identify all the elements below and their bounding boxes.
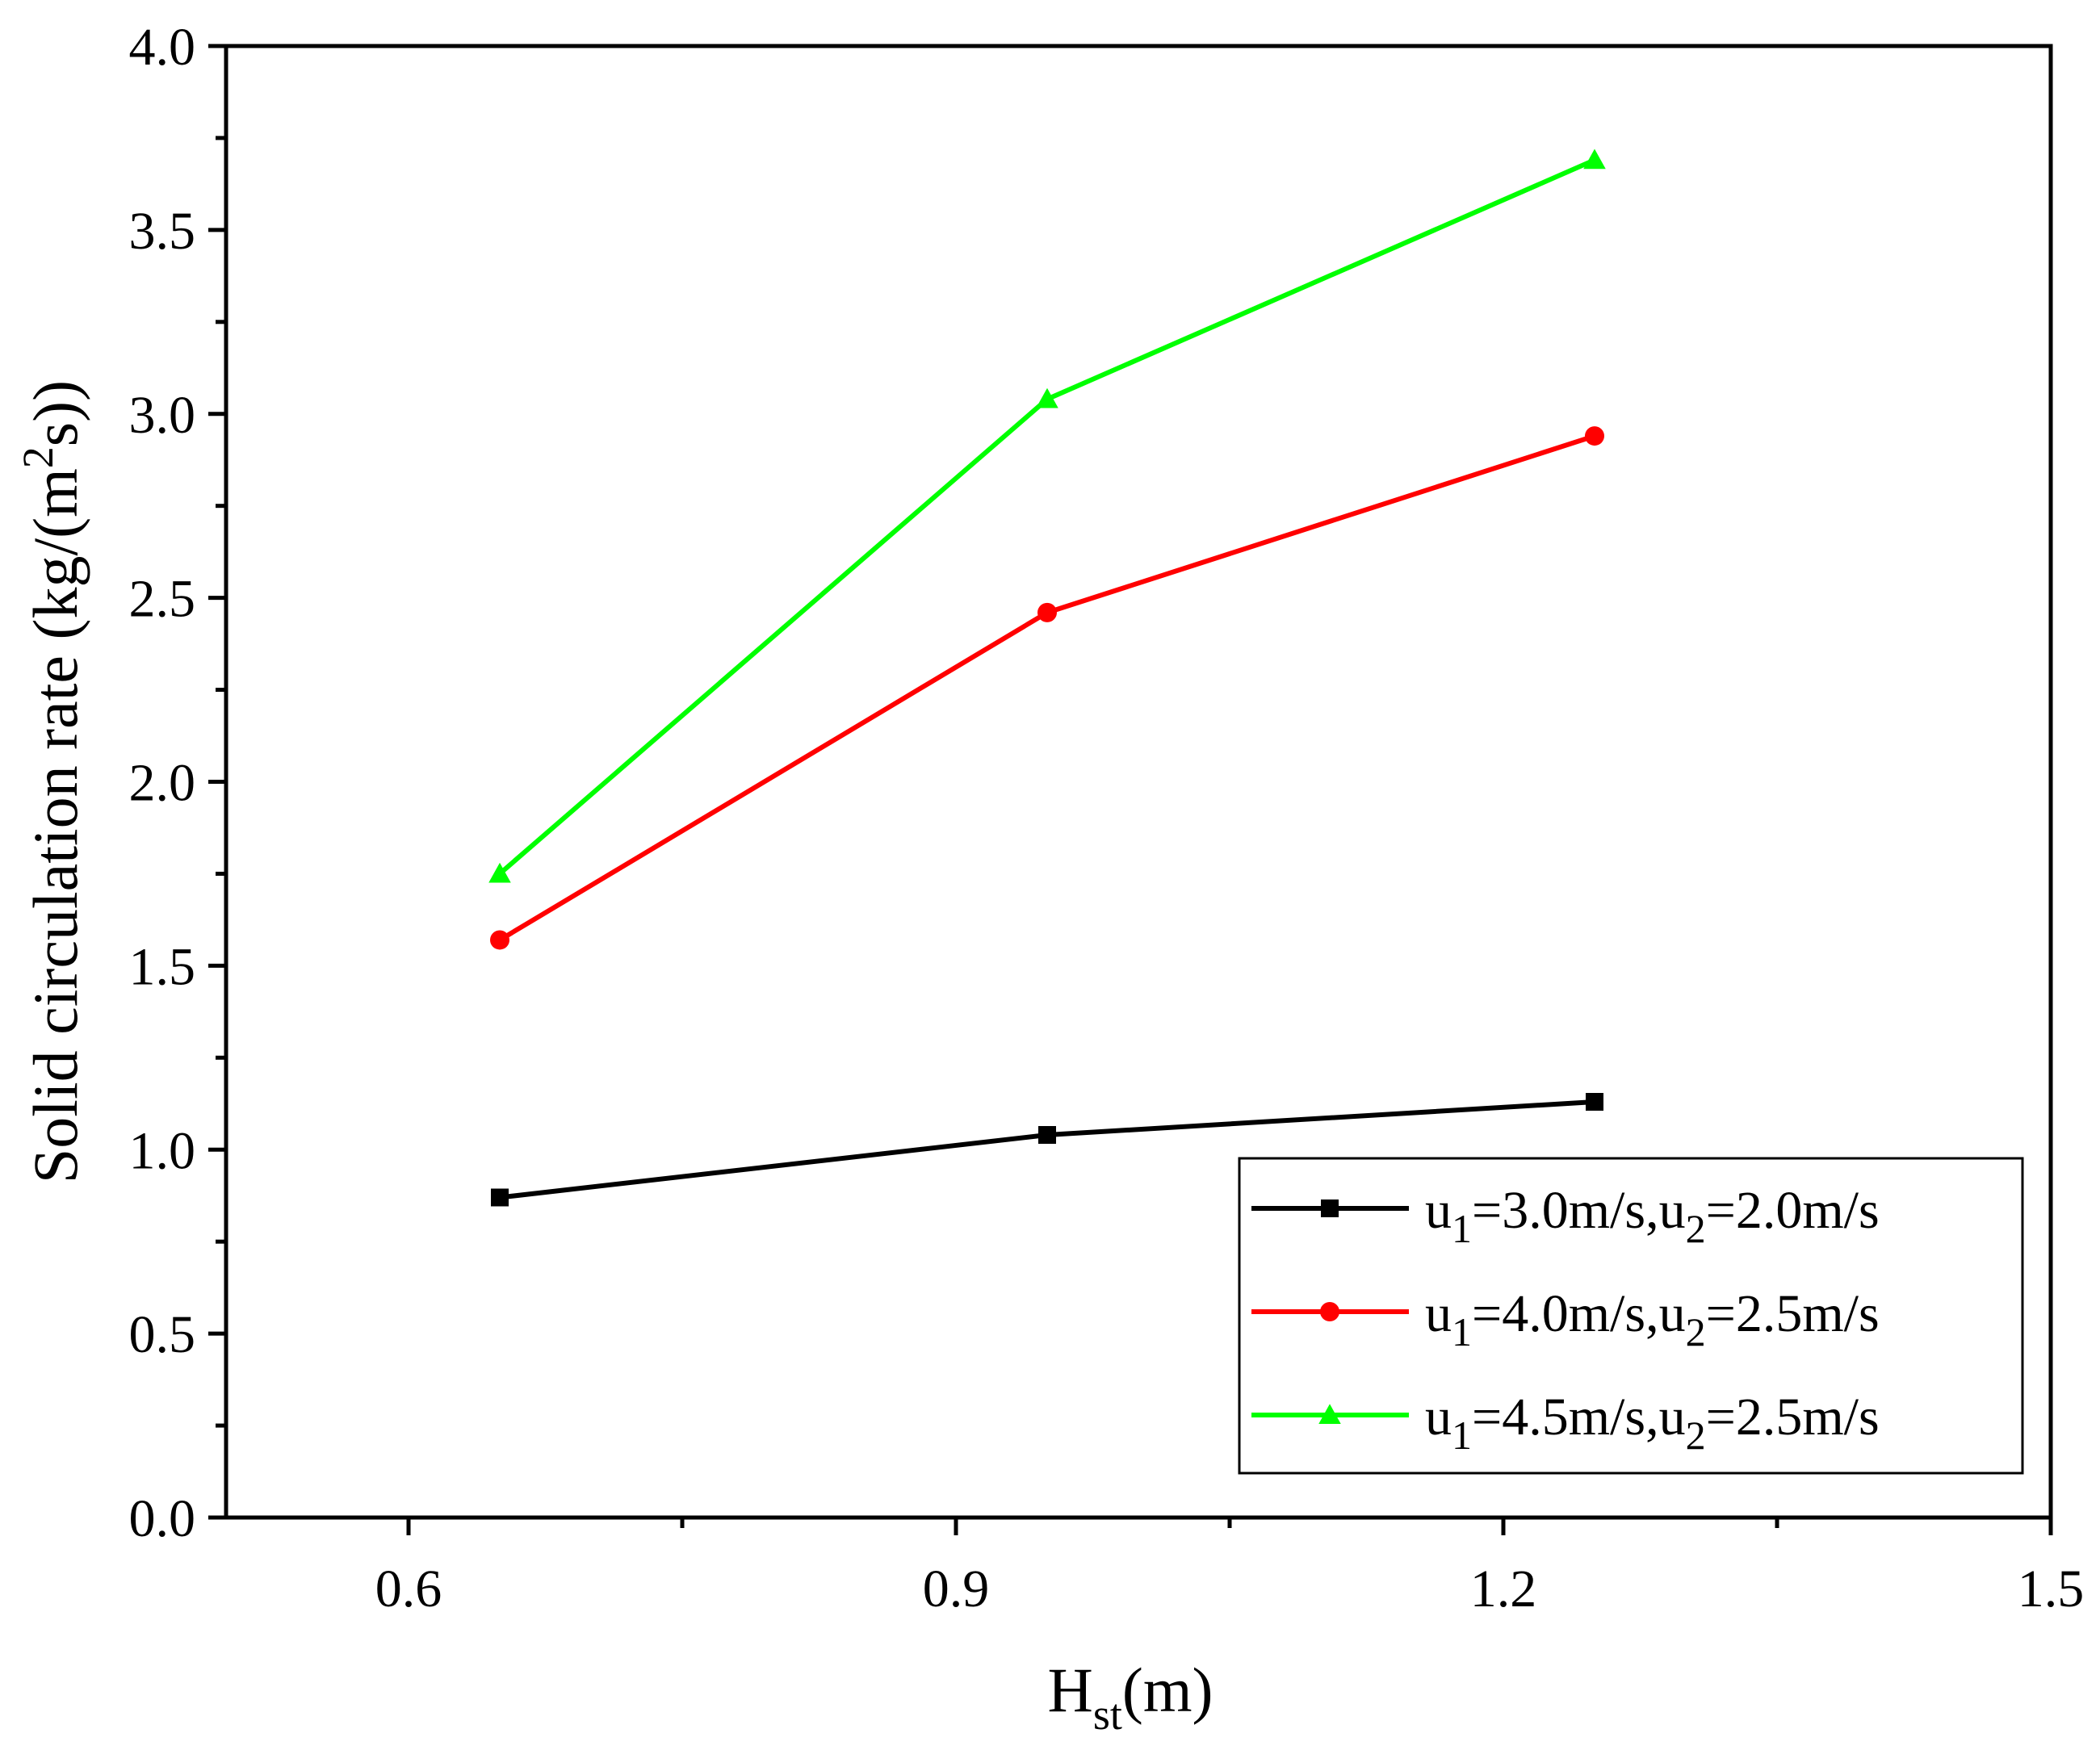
y-tick-label: 0.0 — [129, 1489, 196, 1548]
y-tick-label: 1.0 — [129, 1121, 196, 1180]
y-axis-label: Solid circulation rate (kg/(m2s)) — [14, 380, 90, 1183]
axes-layer: 0.6 0.9 1.2 1.5 0.0 0.5 1.0 1.5 2.0 2.5 3.0 3.5 4.0 — [129, 18, 2085, 1618]
y-tick-label: 4.0 — [129, 18, 196, 77]
legend-label: u1=4.5m/s,u2=2.5m/s — [1425, 1388, 1880, 1458]
legend-item-1: u1=3.0m/s,u2=2.0m/s — [1251, 1181, 1880, 1251]
legend-item-2: u1=4.0m/s,u2=2.5m/s — [1251, 1284, 1880, 1354]
legend-label: u1=4.0m/s,u2=2.5m/s — [1425, 1284, 1880, 1354]
legend-marker — [1320, 1302, 1339, 1321]
y-tick-label: 2.0 — [129, 754, 196, 813]
x-tick-label: 1.5 — [2018, 1560, 2085, 1618]
axis-labels: Hst(m) Solid circulation rate (kg/(m2s)) — [14, 380, 1213, 1739]
x-tick-label: 1.2 — [1470, 1560, 1537, 1618]
data-point — [1586, 1093, 1603, 1112]
legend-box — [1238, 1157, 2024, 1475]
data-point — [1037, 602, 1057, 622]
series-layer — [488, 149, 1606, 1207]
legend-label: u1=3.0m/s,u2=2.0m/s — [1425, 1181, 1880, 1251]
series-1 — [491, 1093, 1603, 1207]
series-2 — [490, 426, 1604, 950]
y-tick-label: 3.0 — [129, 386, 196, 445]
series-3 — [488, 149, 1606, 883]
x-tick-label: 0.9 — [923, 1560, 990, 1618]
y-tick-label: 3.5 — [129, 202, 196, 261]
x-axis-label: Hst(m) — [1048, 1655, 1213, 1739]
y-tick-label: 1.5 — [129, 937, 196, 996]
data-point — [490, 930, 509, 950]
x-tick-label: 0.6 — [375, 1560, 442, 1618]
data-point — [1036, 387, 1058, 408]
legend-item-3: u1=4.5m/s,u2=2.5m/s — [1251, 1388, 1880, 1458]
legend: u1=3.0m/s,u2=2.0m/s u1=4.0m/s,u2=2.5m/s u1… — [1238, 1157, 2024, 1475]
data-point — [1038, 1126, 1056, 1145]
data-point — [1585, 426, 1604, 446]
data-point — [491, 1188, 509, 1207]
y-tick-label: 2.5 — [129, 570, 196, 629]
data-point — [488, 862, 511, 883]
legend-marker — [1318, 1404, 1341, 1424]
legend-marker — [1321, 1199, 1339, 1217]
data-point — [1583, 149, 1606, 170]
y-tick-label: 0.5 — [129, 1305, 196, 1364]
